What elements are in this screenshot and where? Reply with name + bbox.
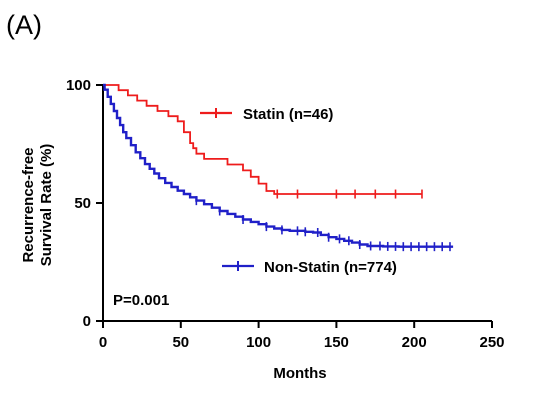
x-tick-label: 200: [402, 334, 427, 351]
series-line-non-statin: [103, 83, 454, 248]
series-line-statin: [103, 84, 422, 195]
y-axis-title-line-2: Survival Rate (%): [38, 144, 55, 267]
legend-label-non-statin: Non-Statin (n=774): [264, 259, 397, 276]
y-axis-title-line-1: Recurrence-free: [20, 147, 37, 262]
legend-label-statin: Statin (n=46): [243, 106, 333, 123]
y-tick-label: 0: [83, 313, 91, 330]
x-tick-label: 150: [324, 334, 349, 351]
panel-label: (A): [6, 10, 42, 40]
legend-non-statin: Non-Statin (n=774): [222, 259, 397, 276]
x-axis-title: Months: [273, 365, 326, 382]
x-tick-label: 0: [99, 334, 107, 351]
y-tick-label: 100: [66, 77, 91, 94]
p-value-annotation: P=0.001: [113, 292, 169, 309]
series-layer: [103, 83, 454, 252]
x-tick-label: 250: [479, 334, 504, 351]
axes: 0 50 100 150 200 250 0 50 100: [66, 77, 505, 351]
legend-statin: Statin (n=46): [200, 106, 333, 123]
x-tick-label: 50: [172, 334, 189, 351]
x-tick-label: 100: [246, 334, 271, 351]
y-tick-label: 50: [74, 195, 91, 212]
